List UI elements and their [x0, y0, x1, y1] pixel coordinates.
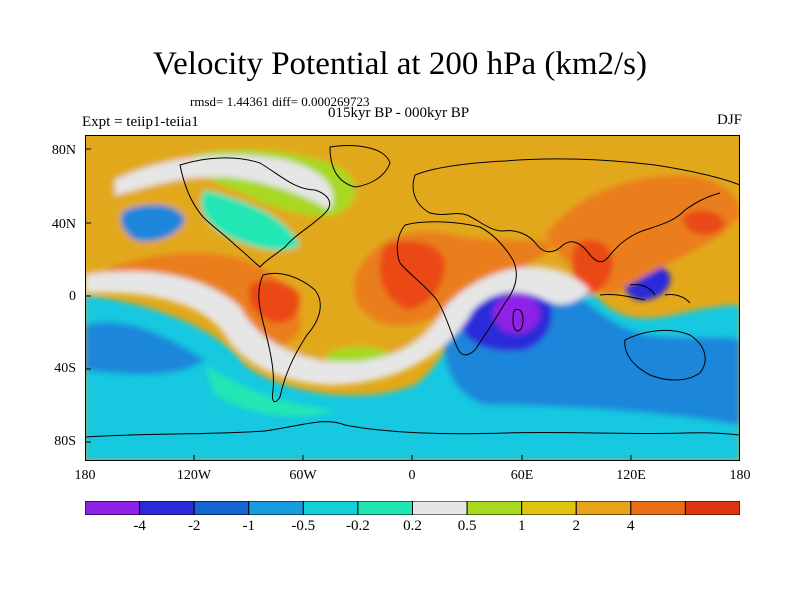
- coast-europe-asia: [412, 158, 740, 263]
- colorbar-label: -4: [133, 518, 146, 534]
- map-ticks: [85, 148, 740, 461]
- coast-madagascar: [512, 308, 524, 332]
- season-label: DJF: [716, 112, 742, 128]
- colorbar-label: -0.5: [291, 518, 316, 534]
- colorbar-segment: [521, 501, 577, 515]
- colorbar-segment: [412, 501, 468, 515]
- lon-label-60w: 60W: [289, 468, 317, 483]
- coast-north-america: [179, 157, 331, 268]
- lat-label-80n: 80N: [51, 143, 76, 158]
- map-title: Velocity Potential at 200 hPa (km2/s): [152, 46, 648, 82]
- colorbar-segment: [575, 501, 632, 515]
- lon-label-180w: 180: [74, 468, 96, 483]
- colorbar-label: -1: [242, 518, 256, 534]
- colorbar-label: 4: [627, 518, 635, 534]
- lat-label-eq: 0: [69, 289, 76, 304]
- coast-south-america: [258, 272, 321, 403]
- contour-zero-north-arc: [115, 155, 333, 210]
- contour-zero-band: [85, 266, 590, 385]
- stats-line: rmsd= 1.44361 diff= 0.000269723: [190, 94, 370, 109]
- lat-label-40s: 40S: [54, 361, 76, 376]
- coastlines: [85, 145, 740, 438]
- colorbar-segment: [85, 501, 141, 515]
- lon-label-0: 0: [408, 468, 416, 483]
- coast-africa: [396, 221, 517, 356]
- colorbar-label: -2: [187, 518, 201, 534]
- contour-neg-light-northamerica: [201, 190, 300, 251]
- coast-antarctica: [85, 421, 740, 438]
- contour-neg-light-south-band: [205, 365, 335, 417]
- contour-pos-strong-indochina: [572, 240, 613, 295]
- lon-label-120e: 120E: [616, 468, 646, 483]
- contour-neg-mod-pacific-south: [85, 322, 205, 375]
- lat-label-80s: 80S: [54, 434, 76, 449]
- colorbar-segment: [248, 501, 304, 515]
- colorbar-segment: [630, 501, 686, 515]
- lat-label-40n: 40N: [51, 217, 76, 232]
- colorbar-label: 0.2: [403, 518, 422, 534]
- colorbar-segment: [193, 501, 250, 515]
- contour-pos-strong-japan: [682, 210, 725, 235]
- colorbar-segment: [466, 501, 523, 515]
- colorbar-label: 2: [572, 518, 581, 534]
- colorbar-segment: [139, 501, 195, 515]
- coast-indonesia: [599, 284, 691, 304]
- contour-pos-strong-southamerica: [248, 279, 301, 324]
- coast-greenland: [329, 145, 391, 188]
- colorbar-segment: [302, 501, 359, 515]
- contour-neg-mod-northpacific: [120, 204, 185, 242]
- coast-australia: [624, 330, 706, 381]
- velocity-potential-map: [85, 135, 740, 461]
- colorbar-segment: [684, 501, 740, 515]
- colorbar-label: 1: [517, 518, 526, 534]
- lon-label-180e: 180: [729, 468, 751, 483]
- lon-label-60e: 60E: [510, 468, 534, 483]
- colorbar: [85, 501, 740, 515]
- period-line: 015kyr BP - 000kyr BP: [328, 105, 470, 121]
- colorbar-segment: [357, 501, 414, 515]
- colorbar-label: -0.2: [346, 518, 370, 534]
- colorbar-label: 0.5: [457, 518, 477, 534]
- lon-label-120w: 120W: [176, 468, 212, 483]
- experiment-label: Expt = teiip1-teiia1: [82, 114, 199, 130]
